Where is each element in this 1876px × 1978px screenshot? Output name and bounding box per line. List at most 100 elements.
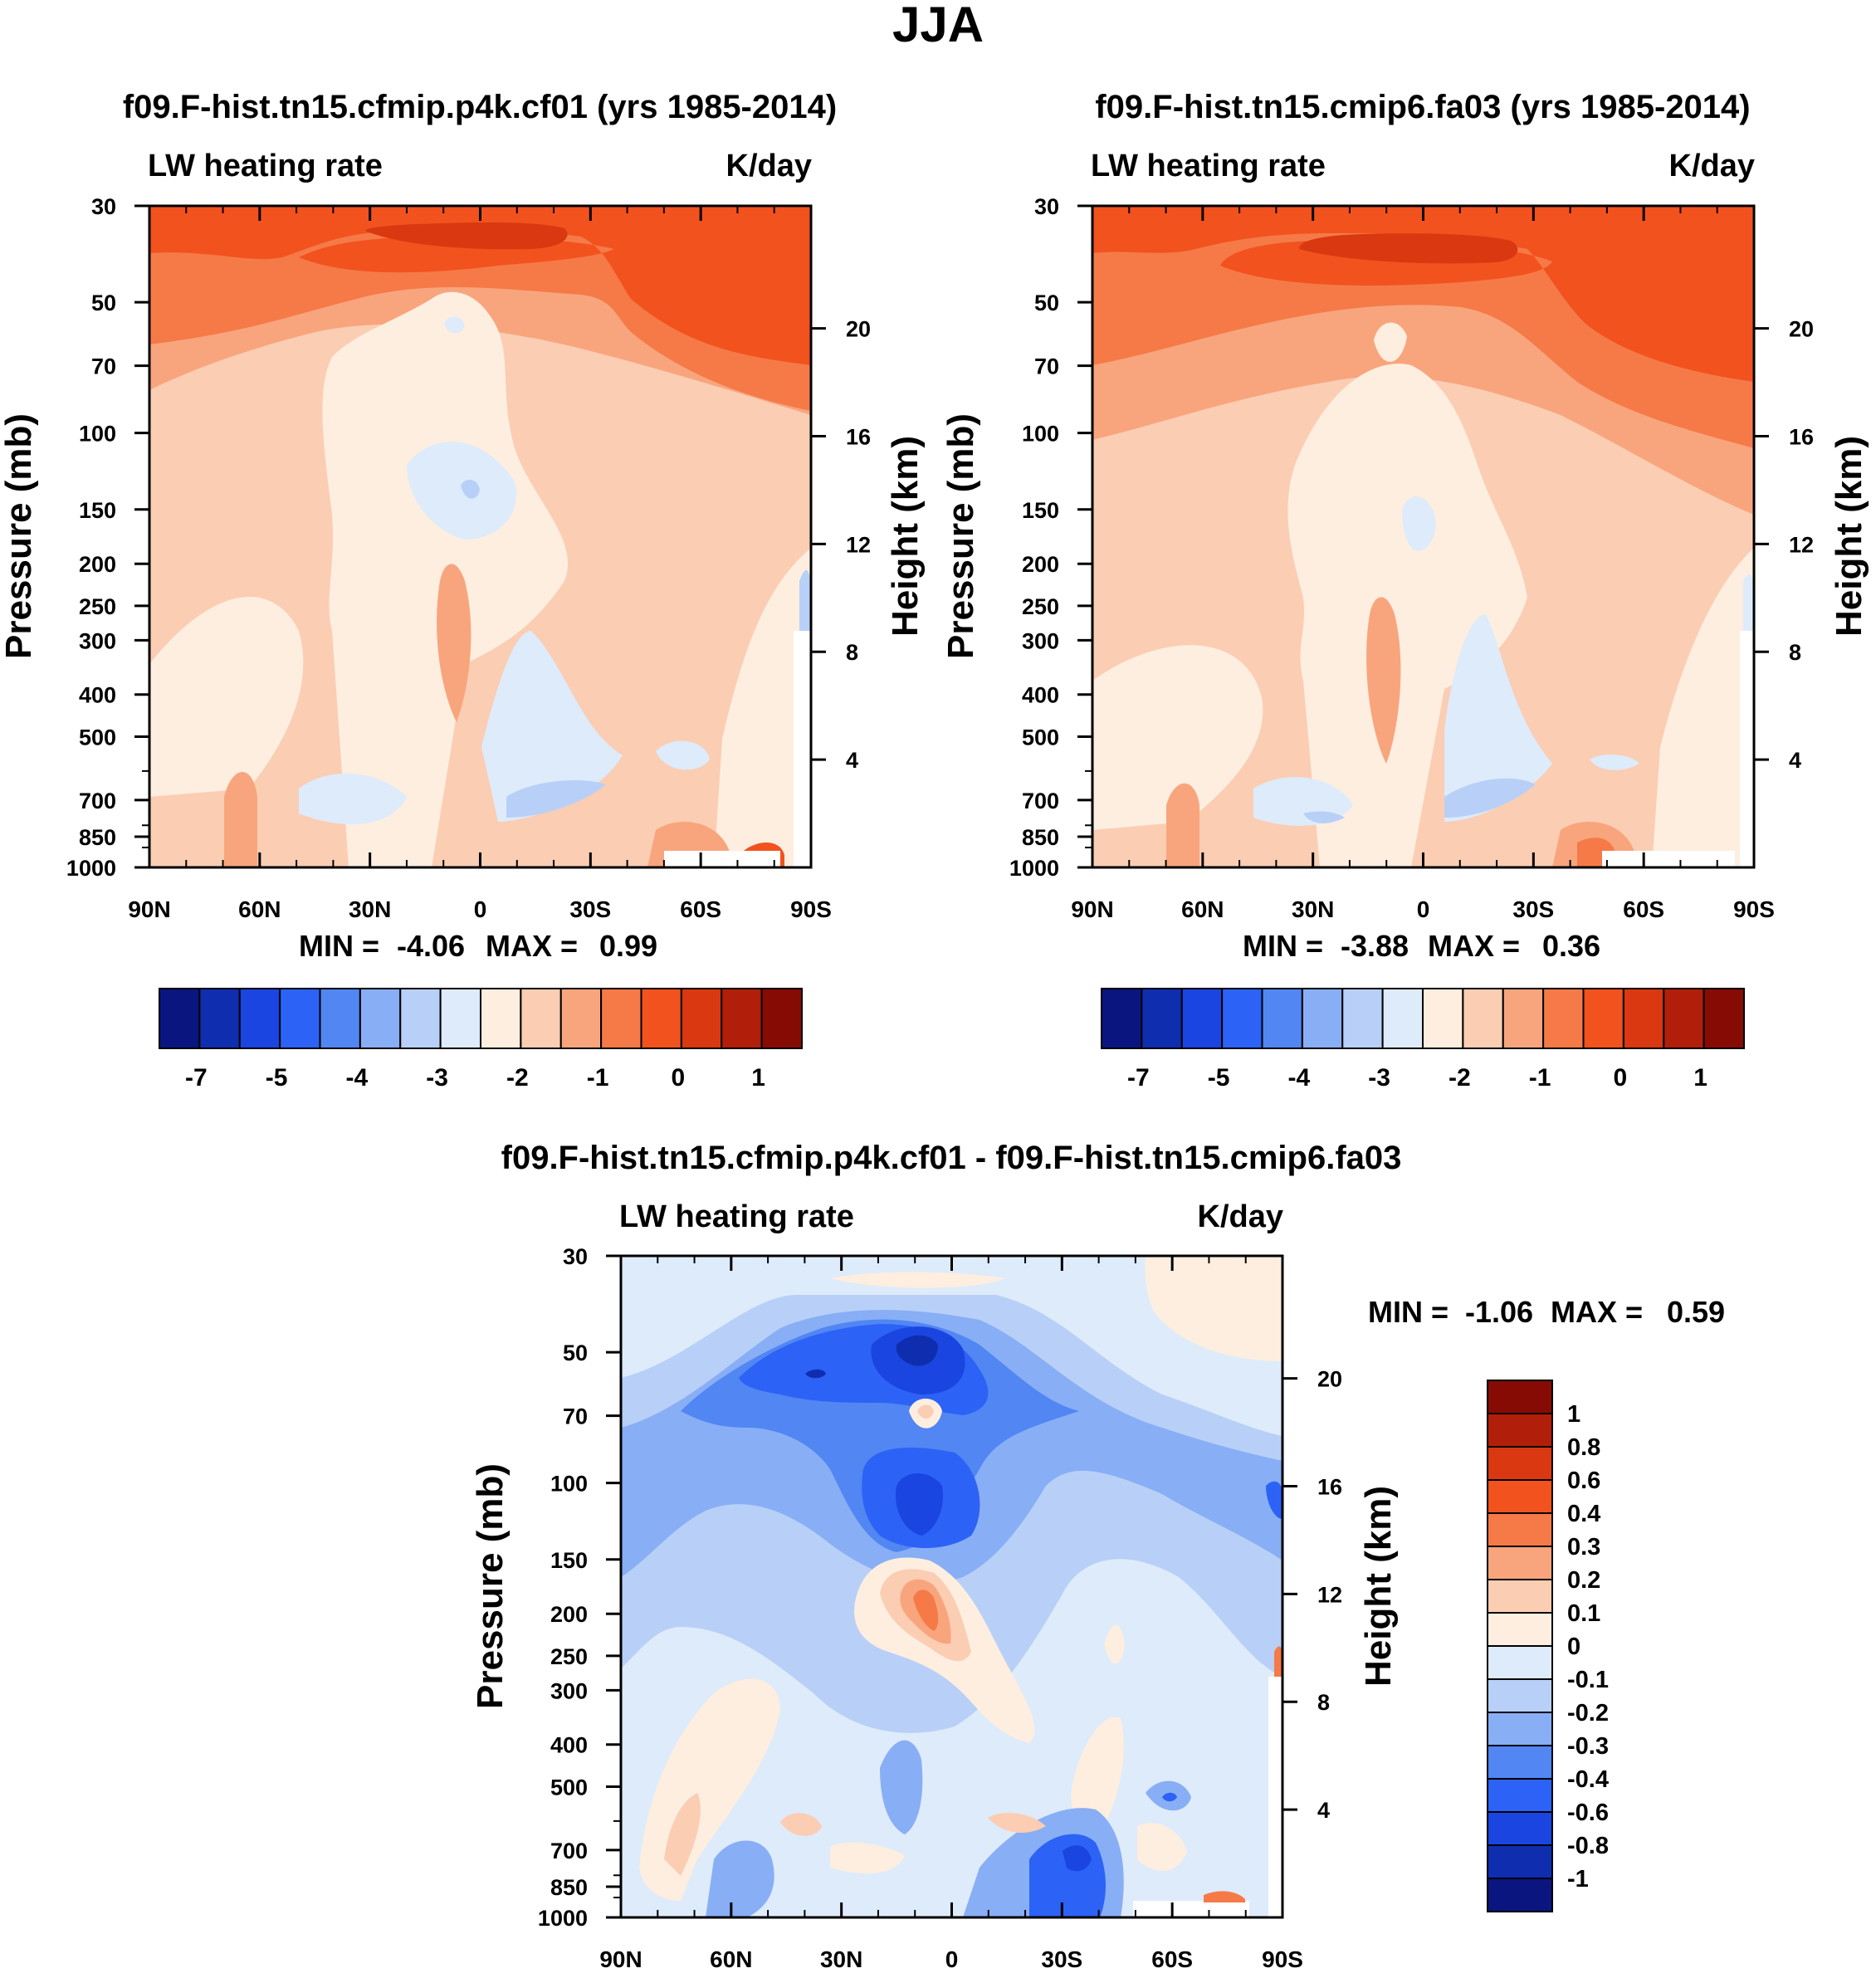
colorbar-label: -7 [185,1064,208,1092]
colorbar-label: -0.2 [1567,1700,1609,1726]
y-tick-label: 500 [1022,725,1059,750]
panel-a-pale-lower-left [149,597,304,797]
colorbar-swatch [1487,1579,1553,1614]
y-tick-label: 400 [1022,683,1059,708]
panel-a-blue-patch-2 [461,480,480,499]
panel-a-subtitle: f09.F-hist.tn15.cfmip.p4k.cf01 (yrs 1985… [123,89,837,125]
colorbar-swatch [1487,1380,1553,1414]
colorbar-swatch [1487,1446,1553,1481]
panel-c-units-label: K/day [1198,1199,1283,1234]
colorbar-swatch [1381,988,1424,1049]
panel-b-pale-lower-left [1092,645,1263,830]
y-tick-label: 700 [79,789,116,813]
y2-tick-label: 20 [1789,317,1814,342]
panel-c-warm-right [1071,1717,1124,1833]
panel-c-mid-blue-core [896,1473,943,1536]
panel-c-blue-6 [896,1335,938,1366]
y-tick-label: 150 [550,1548,588,1573]
y-tick-label: 100 [1022,422,1059,447]
panel-b-min-label: MIN = [1243,929,1323,963]
y-tick-label: 70 [1034,354,1059,379]
panel-b-left-label: LW heating rate [1091,149,1326,183]
colorbar-swatch [399,988,442,1049]
colorbar-swatch [721,988,763,1049]
panel-b-orange-surface-1 [1166,783,1199,867]
x-tick-label: 60N [710,1946,752,1972]
panel-a-x-ticks: 90N 60N 30N 0 30S 60S 90S [128,206,832,922]
panel-a-ylabel2: Height (km) [885,436,926,637]
panel-c-field [621,1256,1282,1917]
colorbar-label: -0.3 [1567,1733,1609,1760]
x-tick-label: 90N [128,896,170,922]
y-tick-label: 70 [563,1404,588,1429]
y-tick-label: 250 [79,594,116,619]
y2-tick-label: 4 [1317,1798,1330,1823]
panel-a-min-label: MIN = [299,929,379,963]
colorbar-label: -3 [426,1064,448,1092]
x-tick-label: 0 [945,1946,959,1972]
x-tick-label: 60S [680,896,721,922]
x-tick-label: 90S [790,896,832,922]
panel-b-ylabel2: Height (km) [1829,436,1869,637]
colorbar-swatch [1261,988,1303,1049]
colorbar-label: 0.6 [1567,1468,1600,1494]
panel-a-y-ticks: 30 50 70 100 150 200 250 300 400 500 700 850 1000 [66,194,149,881]
colorbar-swatch [559,988,603,1049]
panel-b-field [1092,206,1754,867]
panel-c-top-warm [830,1272,1004,1288]
panel-b-missing-right [1740,631,1754,867]
x-tick-label: 30S [1512,896,1554,922]
colorbar-label: 0.3 [1567,1534,1600,1560]
colorbar-swatch [1487,1844,1553,1879]
y-tick-label: 30 [1034,194,1059,219]
colorbar-label: 0.8 [1567,1434,1600,1461]
panel-c-max-value: 0.59 [1667,1295,1725,1329]
x-tick-label: 0 [474,896,487,922]
y2-tick-label: 12 [1789,532,1814,557]
panel-c-lower-blue [880,1740,923,1834]
x-tick-label: 30N [349,896,391,922]
panel-c-warm-corner [1204,1891,1245,1902]
y-tick-label: 30 [91,194,116,219]
y-tick-label: 50 [91,291,116,315]
panel-a-red-band [149,206,811,365]
colorbar-label: -3 [1368,1064,1390,1092]
panel-b-x-ticks: 90N 60N 30N 0 30S 60S 90S [1071,206,1775,922]
panel-a-orange-plume [437,564,471,722]
panel-a-blue-patch-5 [299,773,407,825]
y-tick-label: 100 [550,1472,588,1497]
x-tick-label: 90S [1733,896,1775,922]
panel-b-ylabel: Pressure (mb) [940,413,981,659]
panel-a-y2-ticks: 20 16 12 8 4 [811,317,871,773]
colorbar-swatch [1703,988,1745,1049]
panel-a-orange-surface-1 [224,772,257,867]
y-tick-label: 200 [79,552,116,577]
colorbar-label: -0.1 [1567,1667,1609,1693]
y2-tick-label: 16 [1317,1474,1342,1499]
colorbar-label: -1 [1529,1064,1551,1092]
colorbar-swatch [1221,988,1263,1049]
colorbar-swatch [480,988,522,1049]
y-tick-label: 500 [550,1775,588,1800]
panel-a-colorbar: -7 -5 -4 -3 -2 -1 0 1 [159,988,803,1092]
panel-c-upper-right-warm [1145,1256,1282,1361]
colorbar-swatch [1487,1878,1553,1912]
panel-c-blue-edge [1266,1481,1282,1519]
y-tick-label: 250 [550,1644,588,1669]
colorbar-swatch [520,988,562,1049]
y-tick-label: 850 [1022,825,1059,850]
panel-a-blue-patch-6 [656,740,710,770]
colorbar-swatch [198,988,241,1049]
y2-tick-label: 20 [846,317,871,342]
y-tick-label: 850 [79,825,116,850]
panel-c-left-label: LW heating rate [619,1199,854,1234]
y-tick-label: 400 [79,683,116,708]
panel-c-min-label: MIN = [1368,1295,1449,1329]
x-tick-label: 90S [1262,1946,1303,1972]
panel-a-max-label: MAX = [486,929,578,963]
colorbar-label: -0.4 [1567,1766,1609,1793]
colorbar-label: -7 [1127,1064,1150,1092]
colorbar-swatch [1422,988,1464,1049]
x-tick-label: 30S [569,896,611,922]
x-tick-label: 30N [820,1946,862,1972]
